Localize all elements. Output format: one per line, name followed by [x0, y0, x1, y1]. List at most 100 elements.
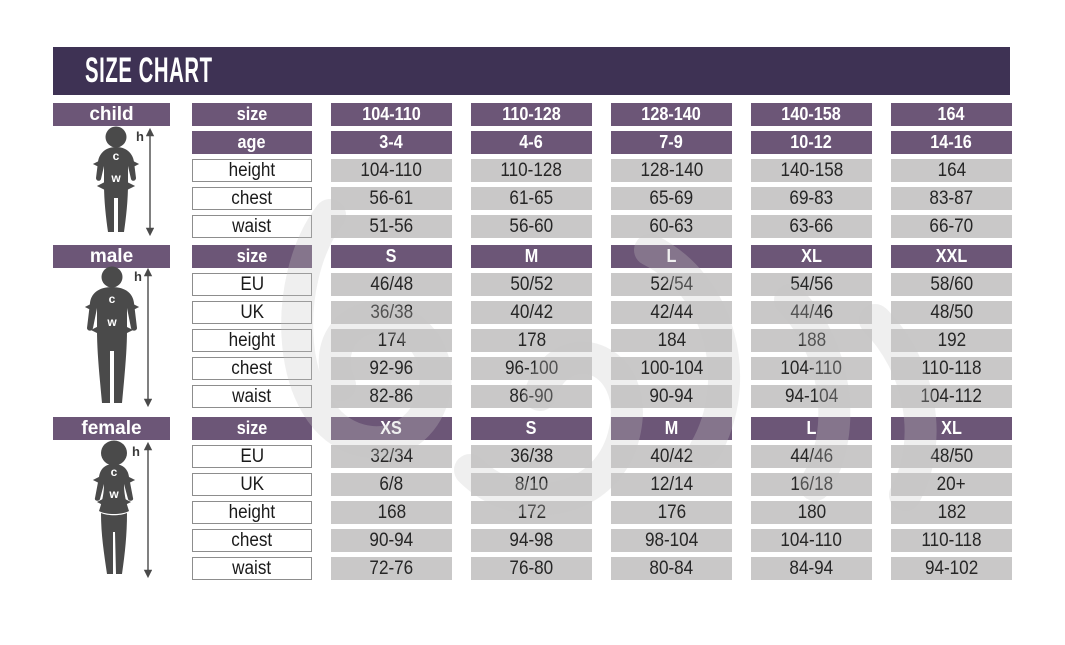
male-data-cell: 48/50 — [891, 301, 1012, 324]
cell-value-text: 50/52 — [510, 273, 553, 295]
cell-value-text: 168 — [377, 501, 406, 523]
cell-value-text: 83-87 — [929, 187, 974, 209]
female-data-cell: 76-80 — [471, 557, 592, 580]
female-data-cell: 36/38 — [471, 445, 592, 468]
cell-value-text: 40/42 — [650, 445, 693, 467]
cell-value-text: 44/46 — [790, 301, 833, 323]
cell-value-text: 16/18 — [790, 473, 833, 495]
cell-value-text: XL — [801, 246, 822, 266]
cell-value-text: 90-94 — [369, 529, 414, 551]
cell-value-text: 56-61 — [369, 187, 414, 209]
cell-value-text: 100-104 — [640, 357, 703, 379]
cell-value-text: 63-66 — [789, 215, 834, 237]
female-data-cell: 32/34 — [331, 445, 452, 468]
row-label-text: size — [236, 246, 268, 266]
cell-value-text: XL — [941, 418, 962, 438]
female-size-table: size XS S M L XL EU 32/34 36/38 40/42 44/46 48/50 UK… — [192, 417, 1012, 580]
female-data-cell: 180 — [751, 501, 872, 524]
cell-value-text: M — [524, 246, 539, 266]
female-data-cell: 110-118 — [891, 529, 1012, 552]
cell-value-text: 6/8 — [379, 473, 404, 495]
child-row-label: chest — [192, 187, 312, 210]
child-data-cell: 69-83 — [751, 187, 872, 210]
cell-value-text: S — [526, 418, 537, 438]
child-data-cell: 104-110 — [331, 103, 452, 126]
child-row-label: size — [192, 103, 312, 126]
male-data-cell: 188 — [751, 329, 872, 352]
cell-value-text: 182 — [937, 501, 966, 523]
cell-value-text: 94-102 — [924, 557, 979, 579]
cell-value-text: 65-69 — [649, 187, 694, 209]
cell-value-text: 3-4 — [379, 132, 404, 152]
male-data-cell: 44/46 — [751, 301, 872, 324]
height-measure-label: h — [134, 269, 142, 284]
cell-value-text: 84-94 — [789, 557, 834, 579]
row-label-text: height — [228, 159, 276, 181]
cell-value-text: 54/56 — [790, 273, 833, 295]
cell-value-text: 140-158 — [780, 159, 843, 181]
cell-value-text: 110-128 — [502, 104, 561, 124]
child-size-table: size 104-110 110-128 128-140 140-158 164 age 3-… — [192, 103, 1012, 238]
child-data-cell: 140-158 — [751, 103, 872, 126]
child-data-cell: 110-128 — [471, 103, 592, 126]
female-data-cell: 172 — [471, 501, 592, 524]
male-data-cell: 96-100 — [471, 357, 592, 380]
cell-value-text: XS — [380, 418, 403, 438]
cell-value-text: 90-94 — [649, 385, 694, 407]
cell-value-text: 94-104 — [784, 385, 839, 407]
male-data-cell: 104-110 — [751, 357, 872, 380]
cell-value-text: M — [664, 418, 679, 438]
chest-measure-label: c — [113, 149, 120, 163]
male-size-table: size S M L XL XXL EU 46/48 50/52 52/54 54/56 58/60 U… — [192, 245, 1012, 408]
cell-value-text: 178 — [517, 329, 546, 351]
male-data-cell: 42/44 — [611, 301, 732, 324]
child-data-cell: 164 — [891, 103, 1012, 126]
female-row-label: waist — [192, 557, 312, 580]
male-data-cell: 86-90 — [471, 385, 592, 408]
female-row-label: EU — [192, 445, 312, 468]
male-data-cell: 54/56 — [751, 273, 872, 296]
male-data-cell: 192 — [891, 329, 1012, 352]
cell-value-text: 60-63 — [649, 215, 694, 237]
female-data-cell: 176 — [611, 501, 732, 524]
female-data-cell: 94-102 — [891, 557, 1012, 580]
row-label-text: size — [236, 418, 268, 438]
male-data-cell: 58/60 — [891, 273, 1012, 296]
section-label-child: child — [53, 103, 170, 126]
row-label-text: chest — [231, 187, 273, 209]
child-data-cell: 65-69 — [611, 187, 732, 210]
row-label-text: UK — [240, 301, 264, 323]
cell-value-text: 164 — [937, 104, 966, 124]
cell-value-text: 66-70 — [929, 215, 974, 237]
cell-value-text: 110-118 — [921, 357, 982, 379]
child-data-cell: 56-60 — [471, 215, 592, 238]
child-data-cell: 14-16 — [891, 131, 1012, 154]
cell-value-text: 12/14 — [650, 473, 693, 495]
row-label-text: EU — [240, 273, 264, 295]
male-data-cell: 104-112 — [891, 385, 1012, 408]
male-data-cell: 174 — [331, 329, 452, 352]
cell-value-text: 44/46 — [790, 445, 833, 467]
female-data-cell: L — [751, 417, 872, 440]
cell-value-text: 36/38 — [370, 301, 413, 323]
cell-value-text: 4-6 — [519, 132, 544, 152]
cell-value-text: 76-80 — [509, 557, 554, 579]
female-data-cell: 16/18 — [751, 473, 872, 496]
section-label-male: male — [53, 245, 170, 268]
cell-value-text: 20+ — [936, 473, 966, 495]
cell-value-text: 172 — [517, 501, 546, 523]
female-data-cell: 40/42 — [611, 445, 732, 468]
female-data-cell: 8/10 — [471, 473, 592, 496]
female-data-cell: 168 — [331, 501, 452, 524]
female-data-cell: 84-94 — [751, 557, 872, 580]
cell-value-text: 174 — [377, 329, 406, 351]
cell-value-text: 69-83 — [789, 187, 834, 209]
cell-value-text: 104-110 — [360, 159, 423, 181]
female-data-cell: 6/8 — [331, 473, 452, 496]
male-data-cell: 92-96 — [331, 357, 452, 380]
male-data-cell: 184 — [611, 329, 732, 352]
cell-value-text: 104-112 — [920, 385, 983, 407]
female-data-cell: XL — [891, 417, 1012, 440]
cell-value-text: 94-98 — [509, 529, 554, 551]
